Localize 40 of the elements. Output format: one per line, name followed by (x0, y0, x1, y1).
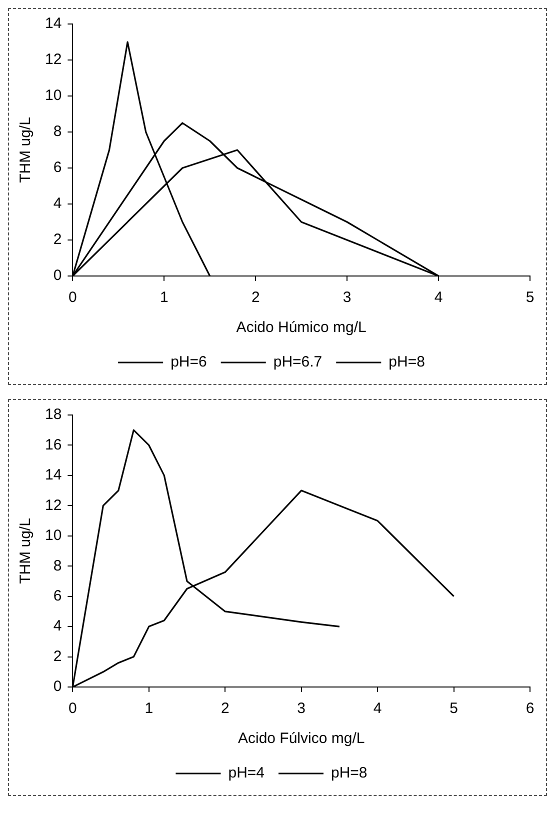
y-tick-label: 2 (53, 648, 62, 665)
y-tick-label: 6 (53, 587, 62, 604)
y-tick-label: 18 (44, 406, 62, 424)
x-tick-label: 5 (450, 700, 458, 718)
x-tick-label: 2 (251, 289, 260, 306)
x-tick-label: 1 (160, 289, 168, 306)
y-tick-label: 6 (53, 159, 62, 176)
y-tick-label: 4 (53, 195, 62, 212)
legend-label: pH=4 (228, 764, 265, 782)
y-tick-label: 14 (44, 15, 62, 32)
y-axis-title: THM ug/L (17, 518, 34, 584)
x-axis-title: Acido Fúlvico mg/L (238, 730, 365, 748)
x-tick-label: 0 (68, 289, 77, 306)
x-tick-label: 2 (220, 700, 230, 718)
x-tick-label: 4 (434, 289, 443, 306)
y-axis-title: THM ug/L (17, 117, 34, 183)
x-tick-label: 0 (68, 700, 77, 718)
legend-label: pH=8 (331, 764, 368, 782)
y-tick-label: 8 (53, 557, 62, 574)
y-tick-label: 0 (53, 267, 62, 284)
x-axis-title: Acido Húmico mg/L (236, 319, 366, 336)
x-tick-label: 3 (297, 700, 306, 718)
x-tick-label: 4 (373, 700, 382, 718)
y-tick-label: 14 (44, 466, 62, 484)
y-tick-label: 10 (44, 87, 62, 104)
y-tick-label: 16 (44, 436, 62, 454)
legend-label: pH=6.7 (273, 354, 322, 371)
legend-label: pH=8 (388, 354, 425, 371)
legend-label: pH=6 (170, 354, 207, 371)
y-tick-label: 2 (53, 231, 62, 248)
x-tick-label: 5 (526, 289, 534, 306)
y-tick-label: 10 (44, 527, 62, 544)
y-tick-label: 0 (53, 678, 62, 696)
y-tick-label: 12 (44, 496, 62, 514)
y-tick-label: 4 (53, 618, 62, 635)
y-tick-label: 8 (53, 123, 62, 140)
x-tick-label: 6 (526, 700, 534, 718)
x-tick-label: 3 (342, 289, 352, 306)
y-tick-label: 12 (44, 51, 62, 68)
x-tick-label: 1 (144, 700, 154, 718)
